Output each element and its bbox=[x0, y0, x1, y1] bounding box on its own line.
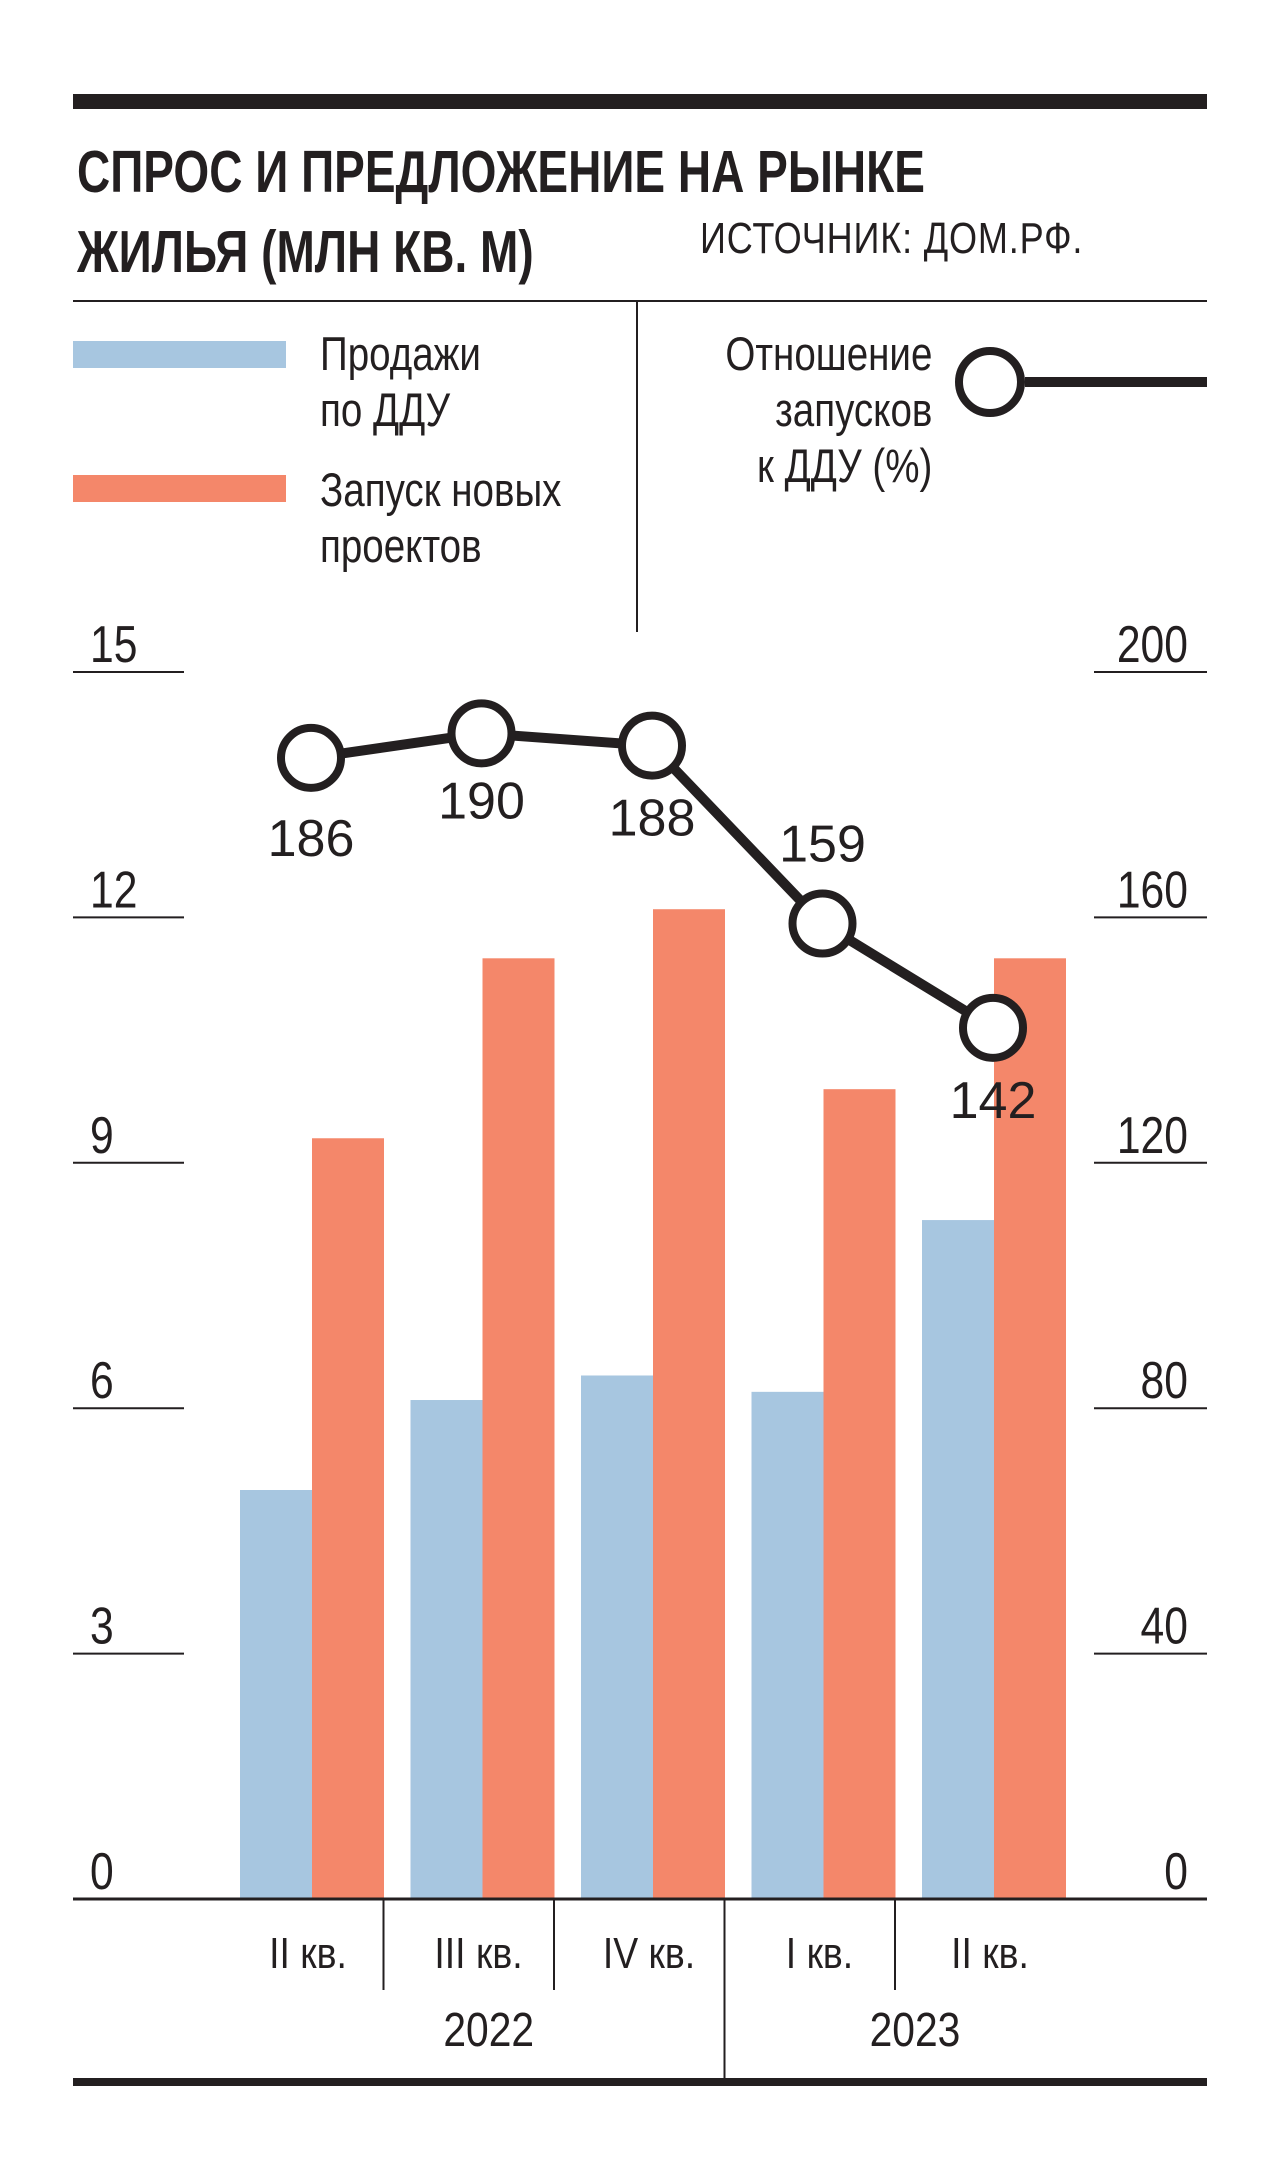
right-tick-label: 0 bbox=[1164, 1843, 1188, 1901]
ratio-point-label: 186 bbox=[268, 810, 355, 868]
source-note: ИСТОЧНИК: ДОМ.РФ. bbox=[700, 214, 1084, 263]
ratio-point-label: 188 bbox=[609, 790, 696, 848]
category-label: I кв. bbox=[786, 1928, 853, 1978]
year-label: 2022 bbox=[443, 2004, 534, 2057]
left-tick-label: 15 bbox=[90, 616, 137, 674]
year-label: 2023 bbox=[870, 2004, 961, 2057]
ratio-point-label: 142 bbox=[950, 1072, 1037, 1130]
left-tick-label: 9 bbox=[90, 1107, 114, 1165]
legend-swatch-launch bbox=[73, 475, 286, 502]
ratio-point-label: 190 bbox=[438, 772, 525, 830]
legend-label-sales-line2: по ДДУ bbox=[320, 383, 451, 436]
right-tick-label: 200 bbox=[1117, 616, 1188, 674]
right-tick-label: 160 bbox=[1117, 861, 1188, 919]
ratio-marker bbox=[788, 889, 857, 958]
right-tick-label: 80 bbox=[1141, 1352, 1188, 1410]
chart-title-line2: ЖИЛЬЯ (МЛН КВ. М) bbox=[77, 219, 534, 285]
chart-title: СПРОС И ПРЕДЛОЖЕНИЕ НА РЫНКЕ ЖИЛЬЯ (МЛН … bbox=[77, 132, 925, 292]
ratio-marker bbox=[447, 699, 516, 768]
legend-label-ratio: Отношение запусков к ДДУ (%) bbox=[725, 326, 932, 494]
left-tick-label: 0 bbox=[90, 1843, 114, 1901]
legend-label-ratio-line1: Отношение bbox=[725, 327, 932, 380]
bar-launch bbox=[653, 909, 725, 1899]
legend-label-sales-line1: Продажи bbox=[320, 327, 481, 380]
bar-sales bbox=[240, 1490, 312, 1899]
legend-label-ratio-line2: запусков bbox=[774, 383, 932, 436]
category-label: III кв. bbox=[434, 1928, 522, 1978]
bar-launch bbox=[482, 958, 555, 1899]
ratio-point-label: 159 bbox=[779, 816, 866, 874]
legend-label-launch-line1: Запуск новых bbox=[320, 463, 562, 516]
bar-launch bbox=[823, 1089, 896, 1899]
legend-label-sales: Продажи по ДДУ bbox=[320, 326, 481, 438]
legend-swatch-sales bbox=[73, 341, 286, 368]
left-tick-label: 6 bbox=[90, 1352, 114, 1410]
category-label: II кв. bbox=[951, 1928, 1029, 1978]
legend-top-rule bbox=[73, 300, 1207, 302]
bar-sales bbox=[410, 1400, 483, 1899]
chart-title-line1: СПРОС И ПРЕДЛОЖЕНИЕ НА РЫНКЕ bbox=[77, 139, 925, 205]
bottom-rule bbox=[73, 2078, 1207, 2086]
legend-label-launch-line2: проектов bbox=[320, 519, 482, 572]
category-label: IV кв. bbox=[603, 1928, 695, 1978]
bar-sales bbox=[581, 1375, 653, 1899]
left-tick-label: 3 bbox=[90, 1598, 114, 1656]
top-rule bbox=[73, 94, 1207, 109]
left-tick-label: 12 bbox=[90, 861, 137, 919]
legend-divider bbox=[636, 300, 638, 632]
bar-launch bbox=[994, 958, 1066, 1899]
bar-launch bbox=[312, 1138, 384, 1899]
category-label: II кв. bbox=[269, 1928, 347, 1978]
legend-label-launch: Запуск новых проектов bbox=[320, 462, 561, 574]
ratio-marker bbox=[959, 993, 1027, 1062]
ratio-marker bbox=[618, 711, 686, 780]
right-tick-label: 40 bbox=[1141, 1598, 1188, 1656]
right-tick-label: 120 bbox=[1117, 1107, 1188, 1165]
legend-label-ratio-line3: к ДДУ (%) bbox=[756, 439, 932, 492]
bar-sales bbox=[751, 1391, 824, 1899]
bar-sales bbox=[922, 1220, 994, 1899]
ratio-marker bbox=[277, 723, 345, 792]
